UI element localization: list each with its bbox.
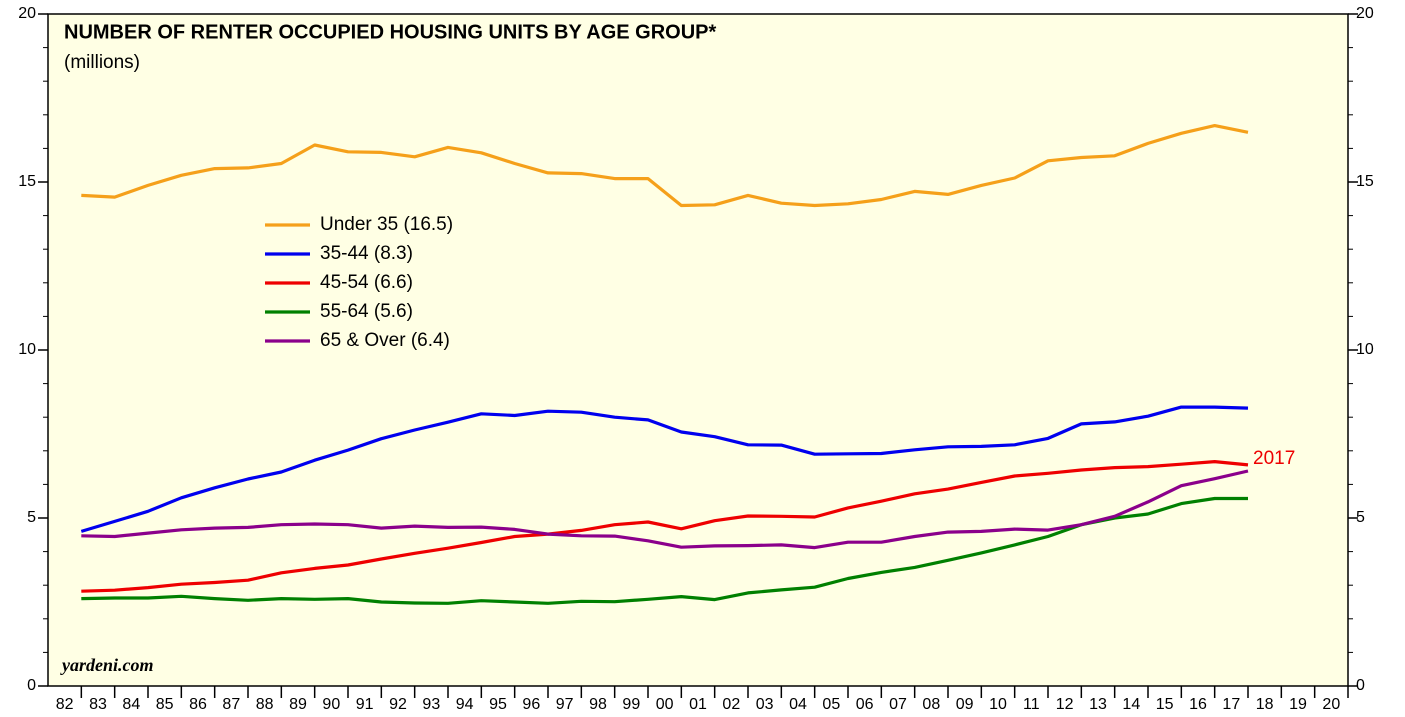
chart-subtitle: (millions) (64, 52, 140, 73)
x-tick-label: 10 (989, 696, 1007, 713)
x-tick-label: 06 (856, 696, 874, 713)
x-tick-label: 84 (122, 696, 140, 713)
x-tick-label: 95 (489, 696, 507, 713)
y-tick-label: 10 (18, 341, 36, 358)
series-line (80, 405, 1249, 533)
x-tick-label: 96 (522, 696, 540, 713)
y2-tick-label: 10 (1356, 341, 1374, 358)
x-tick-label: 09 (956, 696, 974, 713)
x-tick-label: 14 (1122, 696, 1140, 713)
legend-label: Under 35 (16.5) (320, 214, 453, 235)
chart-title: NUMBER OF RENTER OCCUPIED HOUSING UNITS … (64, 21, 716, 43)
series-line (81, 469, 1249, 550)
x-tick-label: 98 (589, 696, 607, 713)
x-tick-label: 02 (722, 696, 740, 713)
x-tick-label: 05 (822, 696, 840, 713)
y2-tick-label: 5 (1356, 509, 1365, 526)
x-tick-label: 12 (1056, 696, 1074, 713)
plot-area (47, 13, 1349, 687)
x-tick-label: 87 (222, 696, 240, 713)
x-tick-label: 04 (789, 696, 807, 713)
x-tick-label: 89 (289, 696, 307, 713)
x-tick-label: 18 (1256, 696, 1274, 713)
x-tick-label: 01 (689, 696, 707, 713)
x-tick-label: 08 (922, 696, 940, 713)
x-tick-label: 16 (1189, 696, 1207, 713)
x-tick-label: 97 (556, 696, 574, 713)
x-tick-label: 86 (189, 696, 207, 713)
y2-tick-label: 15 (1356, 173, 1374, 190)
annotation: 2017 (1253, 448, 1295, 469)
y-tick-label: 0 (27, 677, 36, 694)
y-tick-label: 15 (18, 173, 36, 190)
x-tick-label: 19 (1289, 696, 1307, 713)
y-tick-label: 5 (27, 509, 36, 526)
x-tick-label: 00 (656, 696, 674, 713)
x-tick-label: 93 (422, 696, 440, 713)
x-tick-label: 90 (322, 696, 340, 713)
x-tick-label: 15 (1156, 696, 1174, 713)
x-tick-label: 85 (156, 696, 174, 713)
series-line (81, 496, 1248, 605)
legend-label: 55-64 (5.6) (320, 301, 413, 322)
x-tick-label: 92 (389, 696, 407, 713)
series-line (81, 123, 1249, 208)
series-line (81, 460, 1249, 593)
x-tick-label: 83 (89, 696, 107, 713)
x-tick-label: 17 (1222, 696, 1240, 713)
x-tick-label: 07 (889, 696, 907, 713)
x-tick-label: 88 (256, 696, 274, 713)
x-tick-label: 20 (1322, 696, 1340, 713)
x-tick-label: 94 (456, 696, 474, 713)
y2-tick-label: 20 (1356, 5, 1374, 22)
x-tick-label: 91 (356, 696, 374, 713)
legend-label: 65 & Over (6.4) (320, 330, 450, 351)
x-tick-label: 03 (756, 696, 774, 713)
x-tick-label: 99 (622, 696, 640, 713)
y-tick-label: 20 (18, 5, 36, 22)
x-tick-label: 11 (1023, 696, 1040, 713)
legend-label: 45-54 (6.6) (320, 272, 413, 293)
source: yardeni.com (60, 655, 154, 675)
x-tick-label: 13 (1089, 696, 1107, 713)
legend-label: 35-44 (8.3) (320, 243, 413, 264)
x-tick-label: 82 (56, 696, 74, 713)
y2-tick-label: 0 (1356, 677, 1365, 694)
